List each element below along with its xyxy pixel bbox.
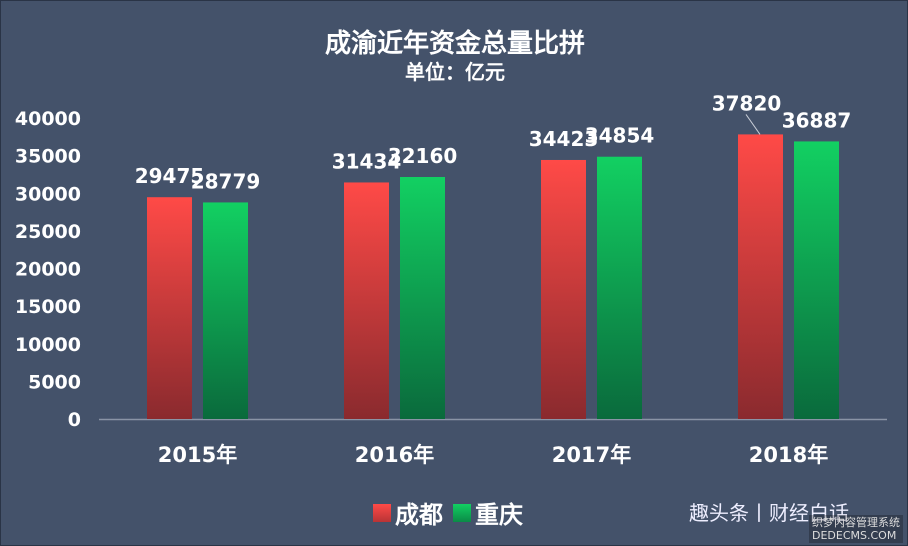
y-tick-label: 10000 <box>15 334 81 356</box>
legend-item-chongqing: 重庆 <box>453 495 523 530</box>
chart-subtitle: 单位：亿元 <box>405 60 505 84</box>
y-tick-label: 20000 <box>15 259 81 281</box>
chart-legend: 成都 重庆 <box>373 495 533 530</box>
data-label: 29475 <box>135 164 205 188</box>
bar-chengdu <box>344 182 389 419</box>
data-label: 37820 <box>712 91 782 115</box>
x-tick-label: 2017年 <box>552 443 631 467</box>
x-tick-label: 2018年 <box>749 443 828 467</box>
legend-swatch-chongqing <box>453 503 471 522</box>
site-watermark-line-1: 织梦内容管理系统 <box>812 516 900 529</box>
data-label-leader <box>745 114 761 135</box>
x-tick-label: 2015年 <box>158 443 237 467</box>
legend-item-chengdu: 成都 <box>373 495 443 530</box>
y-tick-label: 40000 <box>15 108 81 130</box>
data-label: 32160 <box>388 144 458 168</box>
data-label: 34423 <box>529 127 599 151</box>
bar-chengdu <box>541 159 586 419</box>
site-watermark-line-2: DEDECMS.COM <box>812 529 897 542</box>
bar-chengdu <box>147 197 192 419</box>
data-label: 31434 <box>332 149 402 173</box>
bar-chongqing <box>203 202 248 419</box>
site-watermark: 织梦内容管理系统 DEDECMS.COM <box>809 515 903 543</box>
y-tick-label: 30000 <box>15 183 81 205</box>
data-label: 36887 <box>782 108 852 132</box>
source-watermark: 趣头条丨财经白话 <box>689 501 849 525</box>
data-label: 28779 <box>191 169 261 193</box>
chart-title: 成渝近年资金总量比拼 <box>324 29 585 59</box>
legend-label-chongqing: 重庆 <box>475 501 523 529</box>
legend-swatch-chengdu <box>373 503 391 522</box>
bar-chengdu <box>738 134 783 420</box>
bar-chongqing <box>794 141 839 419</box>
y-tick-label: 25000 <box>15 221 81 243</box>
bar-chongqing <box>400 176 445 419</box>
y-tick-label: 0 <box>68 409 81 431</box>
legend-label-chengdu: 成都 <box>395 501 443 529</box>
y-tick-label: 5000 <box>28 371 81 393</box>
x-tick-label: 2016年 <box>355 443 434 467</box>
data-label: 34854 <box>585 124 655 148</box>
y-tick-label: 15000 <box>15 296 81 318</box>
bar-chongqing <box>597 156 642 420</box>
y-tick-label: 35000 <box>15 146 81 168</box>
